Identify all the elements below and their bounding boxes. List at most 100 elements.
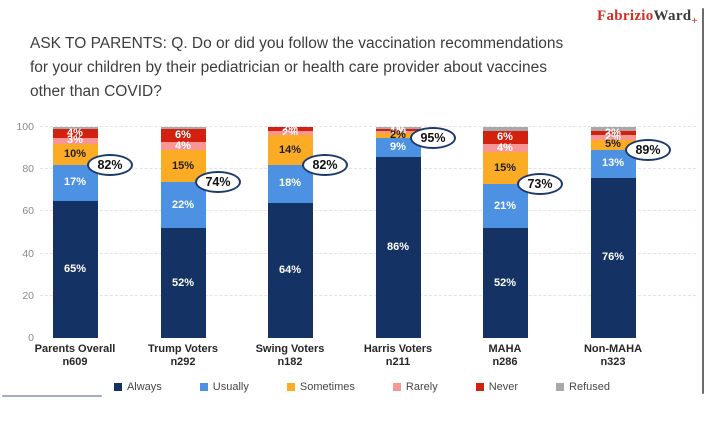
- fabrizio-ward-logo: FabrizioWard+: [597, 8, 698, 27]
- segment-label: 2%: [605, 126, 621, 139]
- segment-label: 13%: [601, 157, 625, 170]
- segment-label: 4%: [497, 141, 513, 154]
- segment-usually: 22%: [160, 181, 206, 229]
- segment-never: 2%: [267, 123, 313, 134]
- sample-size: n323: [600, 356, 626, 368]
- stacked-bar-chart: 0 20 40 60 80 100 4% 3% 10% 17% 65% 82% 6% 4% 15% 22% 5…: [0, 121, 724, 344]
- category-name: Swing Voters: [255, 343, 325, 355]
- gridline-80: [40, 168, 696, 170]
- legend-label-usually: Usually: [212, 381, 249, 393]
- sample-size: n211: [385, 356, 411, 368]
- y-tick-60: 60: [22, 205, 34, 218]
- bar-trump-voters[interactable]: 6% 4% 15% 22% 52%: [160, 127, 206, 338]
- logo-plus-icon: +: [691, 15, 698, 27]
- segment-refused: [160, 127, 206, 130]
- segment-label: 2%: [282, 126, 298, 139]
- legend-item-refused: Refused: [556, 381, 610, 393]
- question-title-line2: for your children by their pediatrician …: [30, 59, 547, 76]
- gridline-60: [40, 210, 696, 212]
- sample-size: n292: [170, 356, 196, 368]
- x-label-non-maha: Non-MAHA n323: [558, 343, 668, 369]
- x-label-maha: MAHA n286: [450, 343, 560, 369]
- segment-rarely: 1%: [375, 126, 421, 137]
- segment-rarely: 4%: [482, 141, 528, 154]
- x-label-trump-voters: Trump Voters n292: [128, 343, 238, 369]
- legend-swatch-rarely: [392, 383, 401, 391]
- legend-label-sometimes: Sometimes: [299, 381, 355, 393]
- bar-non-maha[interactable]: 2% 2% 5% 13% 76%: [590, 127, 636, 338]
- segment-label: 21%: [493, 199, 517, 212]
- legend-swatch-sometimes: [286, 383, 295, 391]
- segment-label: 9%: [390, 140, 406, 153]
- segment-never: 2%: [590, 127, 636, 138]
- question-title-line1: ASK TO PARENTS: Q. Do or did you follow …: [30, 35, 564, 52]
- right-edge-divider: [702, 8, 704, 394]
- segment-usually: 18%: [267, 165, 313, 203]
- segment-label: 65%: [63, 262, 87, 275]
- logo-part-ward: Ward: [653, 8, 692, 24]
- segment-always: 64%: [267, 202, 313, 338]
- question-title: ASK TO PARENTS: Q. Do or did you follow …: [30, 32, 670, 104]
- segment-label: 1%: [390, 123, 406, 136]
- y-tick-80: 80: [22, 163, 34, 176]
- callout-trump-voters: 74%: [195, 170, 241, 193]
- legend-swatch-never: [475, 383, 484, 391]
- callout-maha: 73%: [517, 172, 563, 195]
- bar-harris-voters[interactable]: 1% 1% 2% 9% 86%: [375, 124, 421, 338]
- legend-label-always: Always: [126, 381, 162, 393]
- x-label-harris-voters: Harris Voters n211: [343, 343, 453, 369]
- y-tick-20: 20: [22, 289, 34, 302]
- gridline-40: [40, 252, 696, 254]
- segment-refused: [375, 127, 421, 130]
- segment-usually: 21%: [482, 183, 528, 229]
- legend-swatch-refused: [556, 383, 565, 391]
- segment-label: 3%: [67, 134, 83, 147]
- question-title-line3: other than COVID?: [30, 83, 162, 100]
- bar-parents-overall[interactable]: 4% 3% 10% 17% 65%: [52, 127, 98, 338]
- segment-label: 4%: [175, 139, 191, 152]
- x-label-parents-overall: Parents Overall n609: [20, 343, 130, 369]
- segment-rarely: 2%: [267, 127, 313, 138]
- segment-label: 15%: [493, 161, 517, 174]
- segment-always: 52%: [160, 228, 206, 338]
- gridline-20: [40, 294, 696, 296]
- legend-item-usually: Usually: [199, 381, 249, 393]
- segment-never: 1%: [375, 124, 421, 135]
- segment-label: 2%: [390, 128, 406, 141]
- sample-size: n182: [277, 356, 303, 368]
- sample-size: n609: [62, 356, 88, 368]
- legend-swatch-always: [113, 383, 122, 391]
- callout-harris-voters: 95%: [410, 126, 456, 149]
- segment-rarely: 4%: [160, 139, 206, 152]
- bottom-left-artifact-line: [2, 395, 102, 397]
- callout-non-maha: 89%: [625, 139, 671, 162]
- segment-label: 14%: [278, 143, 302, 156]
- y-tick-40: 40: [22, 247, 34, 260]
- segment-label: 5%: [605, 138, 621, 151]
- bar-maha[interactable]: 6% 4% 15% 21% 52%: [482, 127, 528, 338]
- category-name: Harris Voters: [363, 343, 433, 355]
- sample-size: n286: [492, 356, 518, 368]
- category-name: Non-MAHA: [583, 343, 643, 355]
- segment-label: 64%: [278, 263, 302, 276]
- plot-area: 4% 3% 10% 17% 65% 82% 6% 4% 15% 22% 52% 74% 2% 2% 14% 1…: [40, 123, 696, 338]
- segment-label: 18%: [278, 177, 302, 190]
- x-axis-labels: Parents Overall n609 Trump Voters n292 Swing…: [0, 343, 724, 373]
- x-label-swing-voters: Swing Voters n182: [235, 343, 345, 369]
- segment-label: 6%: [175, 128, 191, 141]
- callout-parents-overall: 82%: [87, 153, 133, 176]
- gridline-100: [40, 126, 696, 127]
- segment-always: 76%: [590, 177, 636, 338]
- segment-always: 65%: [52, 200, 98, 338]
- y-tick-0: 0: [28, 332, 34, 344]
- category-name: Trump Voters: [147, 343, 219, 355]
- chart-legend: Always Usually Sometimes Rarely Never Refused: [0, 381, 724, 393]
- segment-label: 22%: [171, 198, 195, 211]
- segment-label: 2%: [605, 131, 621, 144]
- y-tick-100: 100: [16, 121, 34, 133]
- segment-label: 17%: [63, 176, 87, 189]
- y-axis: 0 20 40 60 80 100: [0, 121, 40, 344]
- legend-item-never: Never: [475, 381, 518, 393]
- legend-item-always: Always: [113, 381, 162, 393]
